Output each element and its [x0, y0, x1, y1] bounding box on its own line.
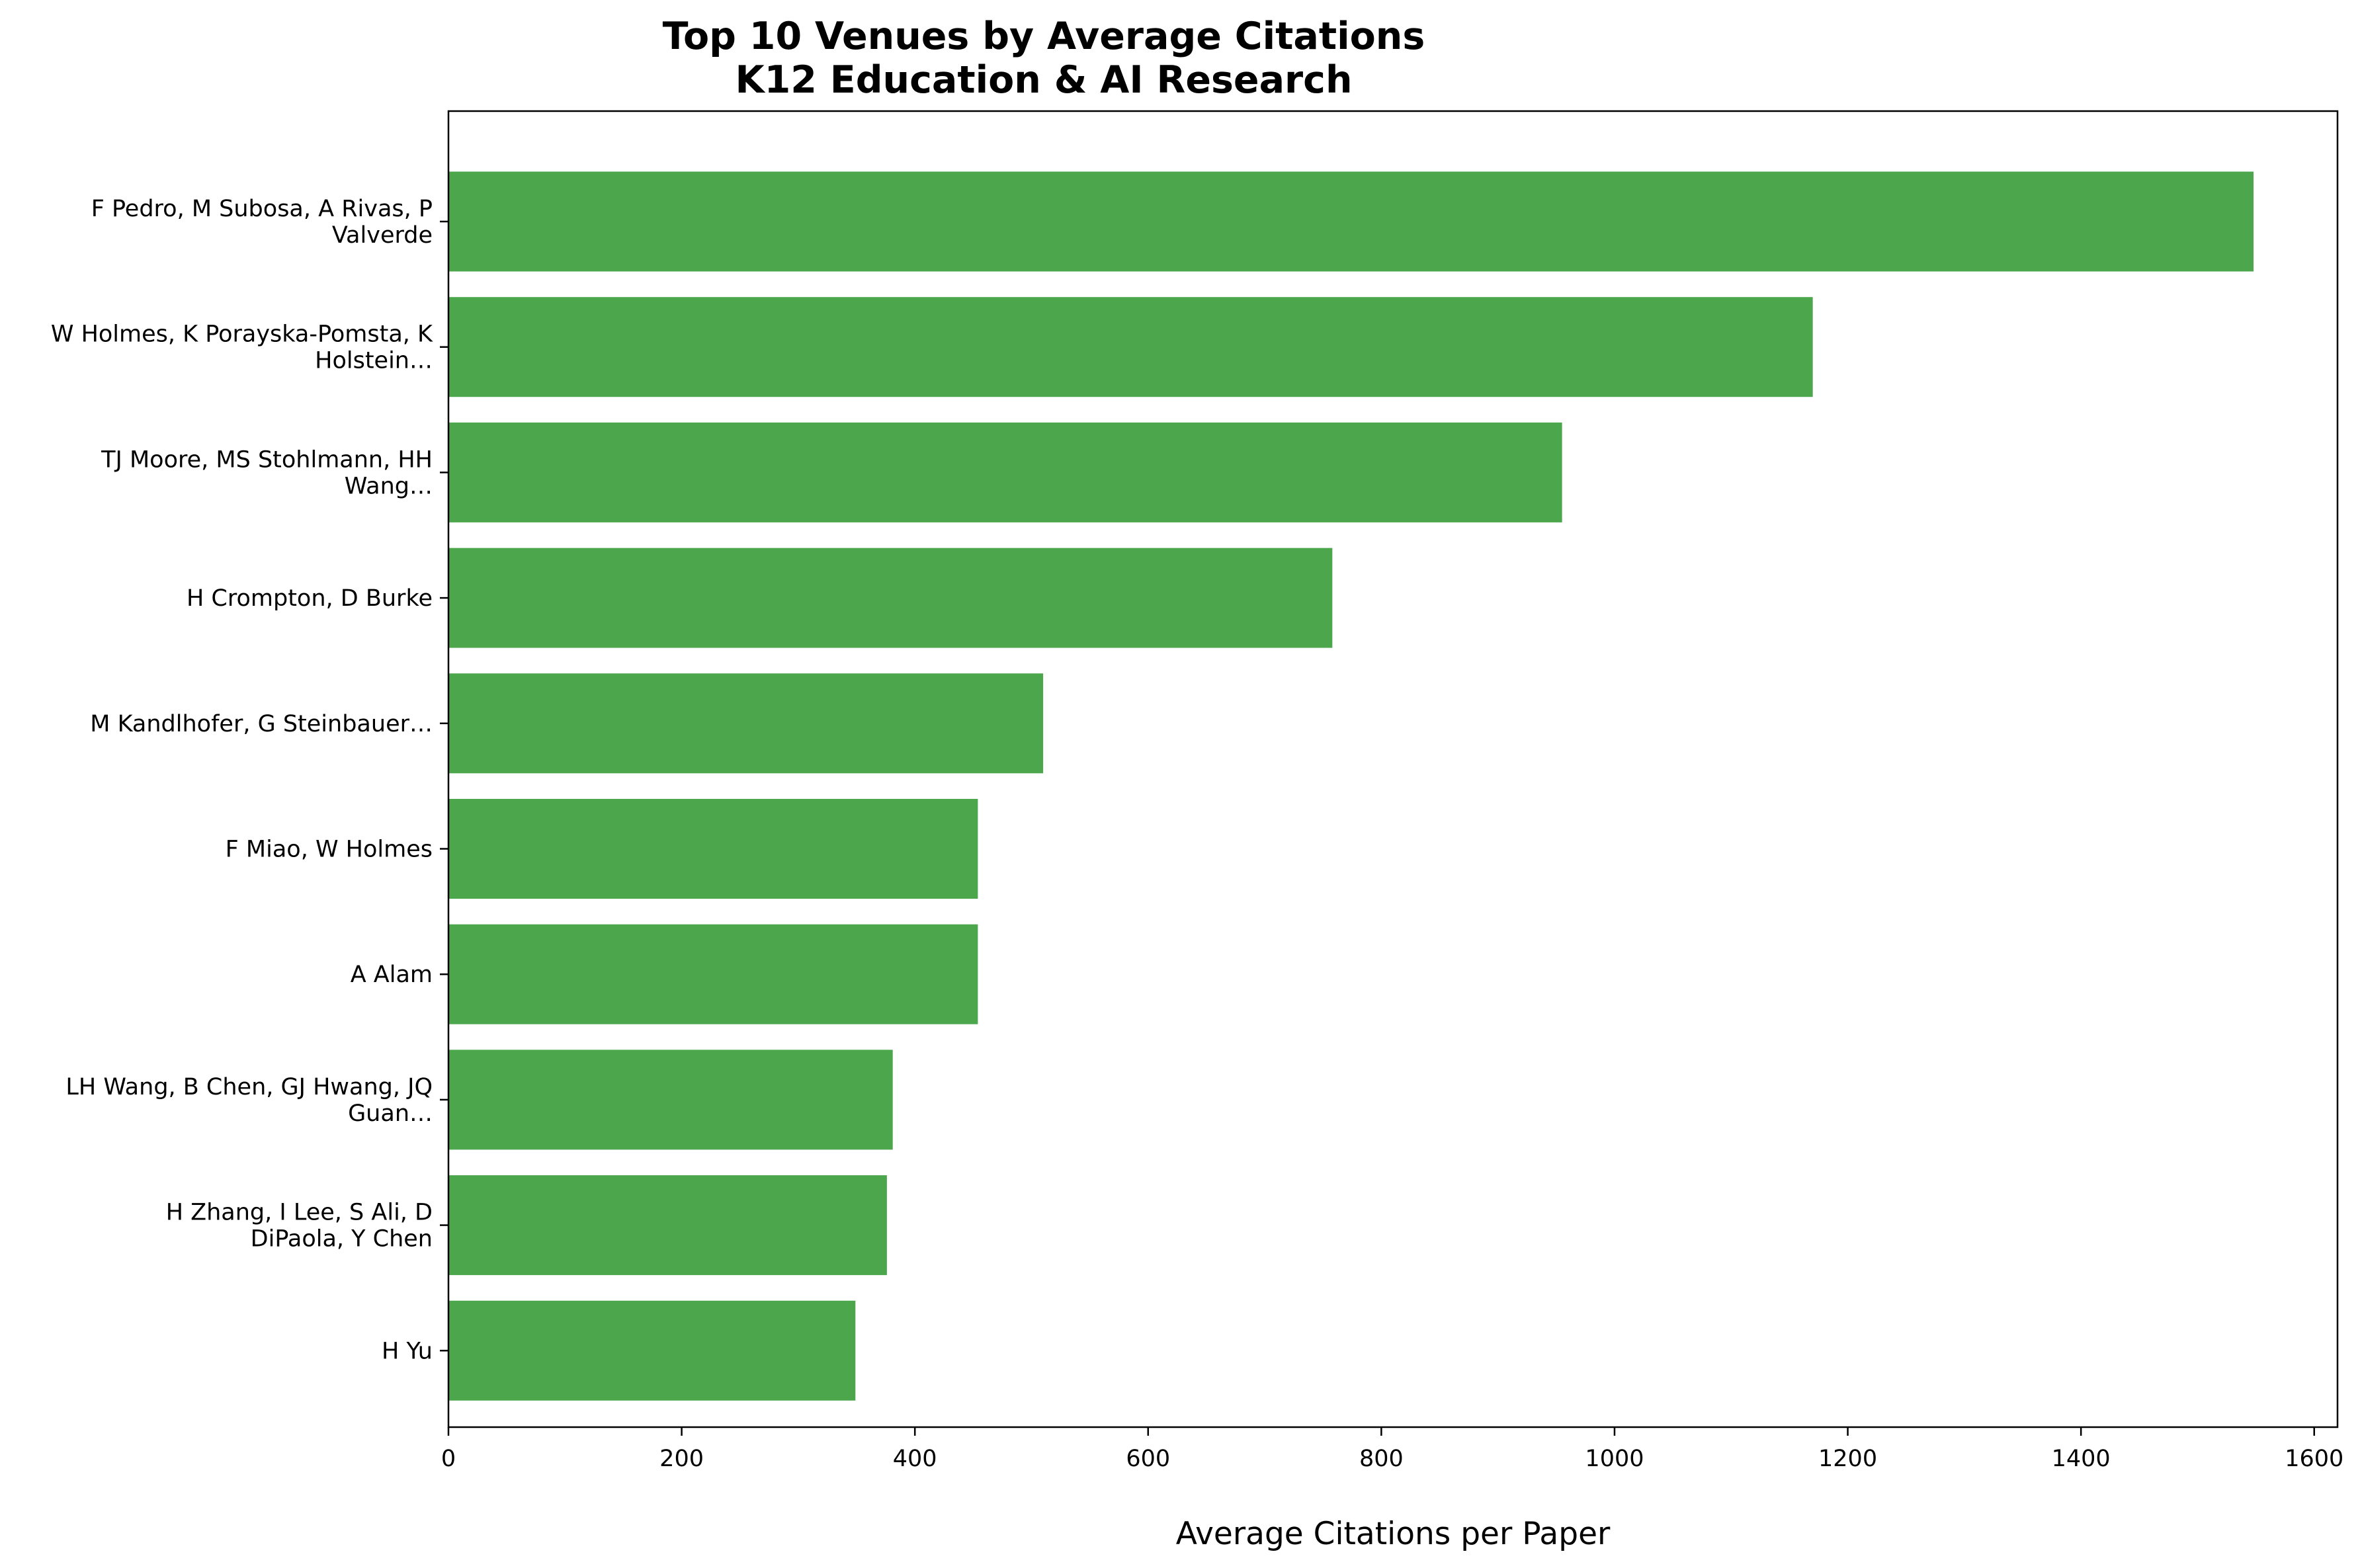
y-tick-label: F Pedro, M Subosa, A Rivas, P [91, 196, 433, 222]
x-tick-label: 600 [1126, 1446, 1170, 1472]
x-tick-label: 1400 [2052, 1446, 2111, 1472]
bar-9 [448, 1175, 887, 1276]
x-tick-label: 1600 [2285, 1446, 2343, 1472]
y-tick-label: A Alam [351, 962, 433, 988]
y-tick-label: TJ Moore, MS Stohlmann, HH [101, 446, 433, 473]
y-tick-label: H Yu [382, 1338, 433, 1364]
x-tick-label: 0 [441, 1446, 456, 1472]
x-axis-label: Average Citations per Paper [1176, 1516, 1611, 1552]
y-tick-label: W Holmes, K Porayska-Pomsta, K [51, 321, 433, 348]
y-tick-label: H Zhang, I Lee, S Ali, D [166, 1200, 433, 1226]
chart-title-line-2: K12 Education & AI Research [735, 58, 1352, 102]
bars-layer [448, 171, 2254, 1401]
y-tick-label: Valverde [332, 222, 433, 249]
x-tick-label: 800 [1359, 1446, 1404, 1472]
bar-7 [448, 924, 978, 1024]
y-tick-label: DiPaola, Y Chen [251, 1226, 433, 1253]
x-axis: 0 200 400 600 800 1000 1200 1400 1600 [441, 1427, 2343, 1472]
y-tick-label: Guan… [348, 1100, 433, 1127]
bar-2 [448, 297, 1813, 397]
plot-frame [447, 110, 2339, 1428]
y-tick-label: H Crompton, D Burke [187, 585, 433, 612]
bar-6 [448, 799, 978, 899]
y-tick-label: Wang… [345, 473, 433, 499]
bar-10 [448, 1300, 856, 1401]
x-tick-label: 1200 [1818, 1446, 1877, 1472]
x-tick-label: 1000 [1585, 1446, 1644, 1472]
bar-4 [448, 548, 1333, 648]
bar-3 [448, 422, 1562, 522]
y-tick-label: LH Wang, B Chen, GJ Hwang, JQ [65, 1074, 433, 1100]
bar-1 [448, 171, 2254, 272]
y-tick-label: Holstein… [315, 348, 433, 374]
x-tick-label: 200 [659, 1446, 704, 1472]
bar-8 [448, 1050, 893, 1150]
bar-5 [448, 673, 1044, 774]
y-tick-label: F Miao, W Holmes [226, 837, 433, 863]
x-tick-label: 400 [893, 1446, 937, 1472]
y-tick-label: M Kandlhofer, G Steinbauer… [90, 711, 433, 737]
chart-title-line-1: Top 10 Venues by Average Citations [663, 15, 1425, 58]
